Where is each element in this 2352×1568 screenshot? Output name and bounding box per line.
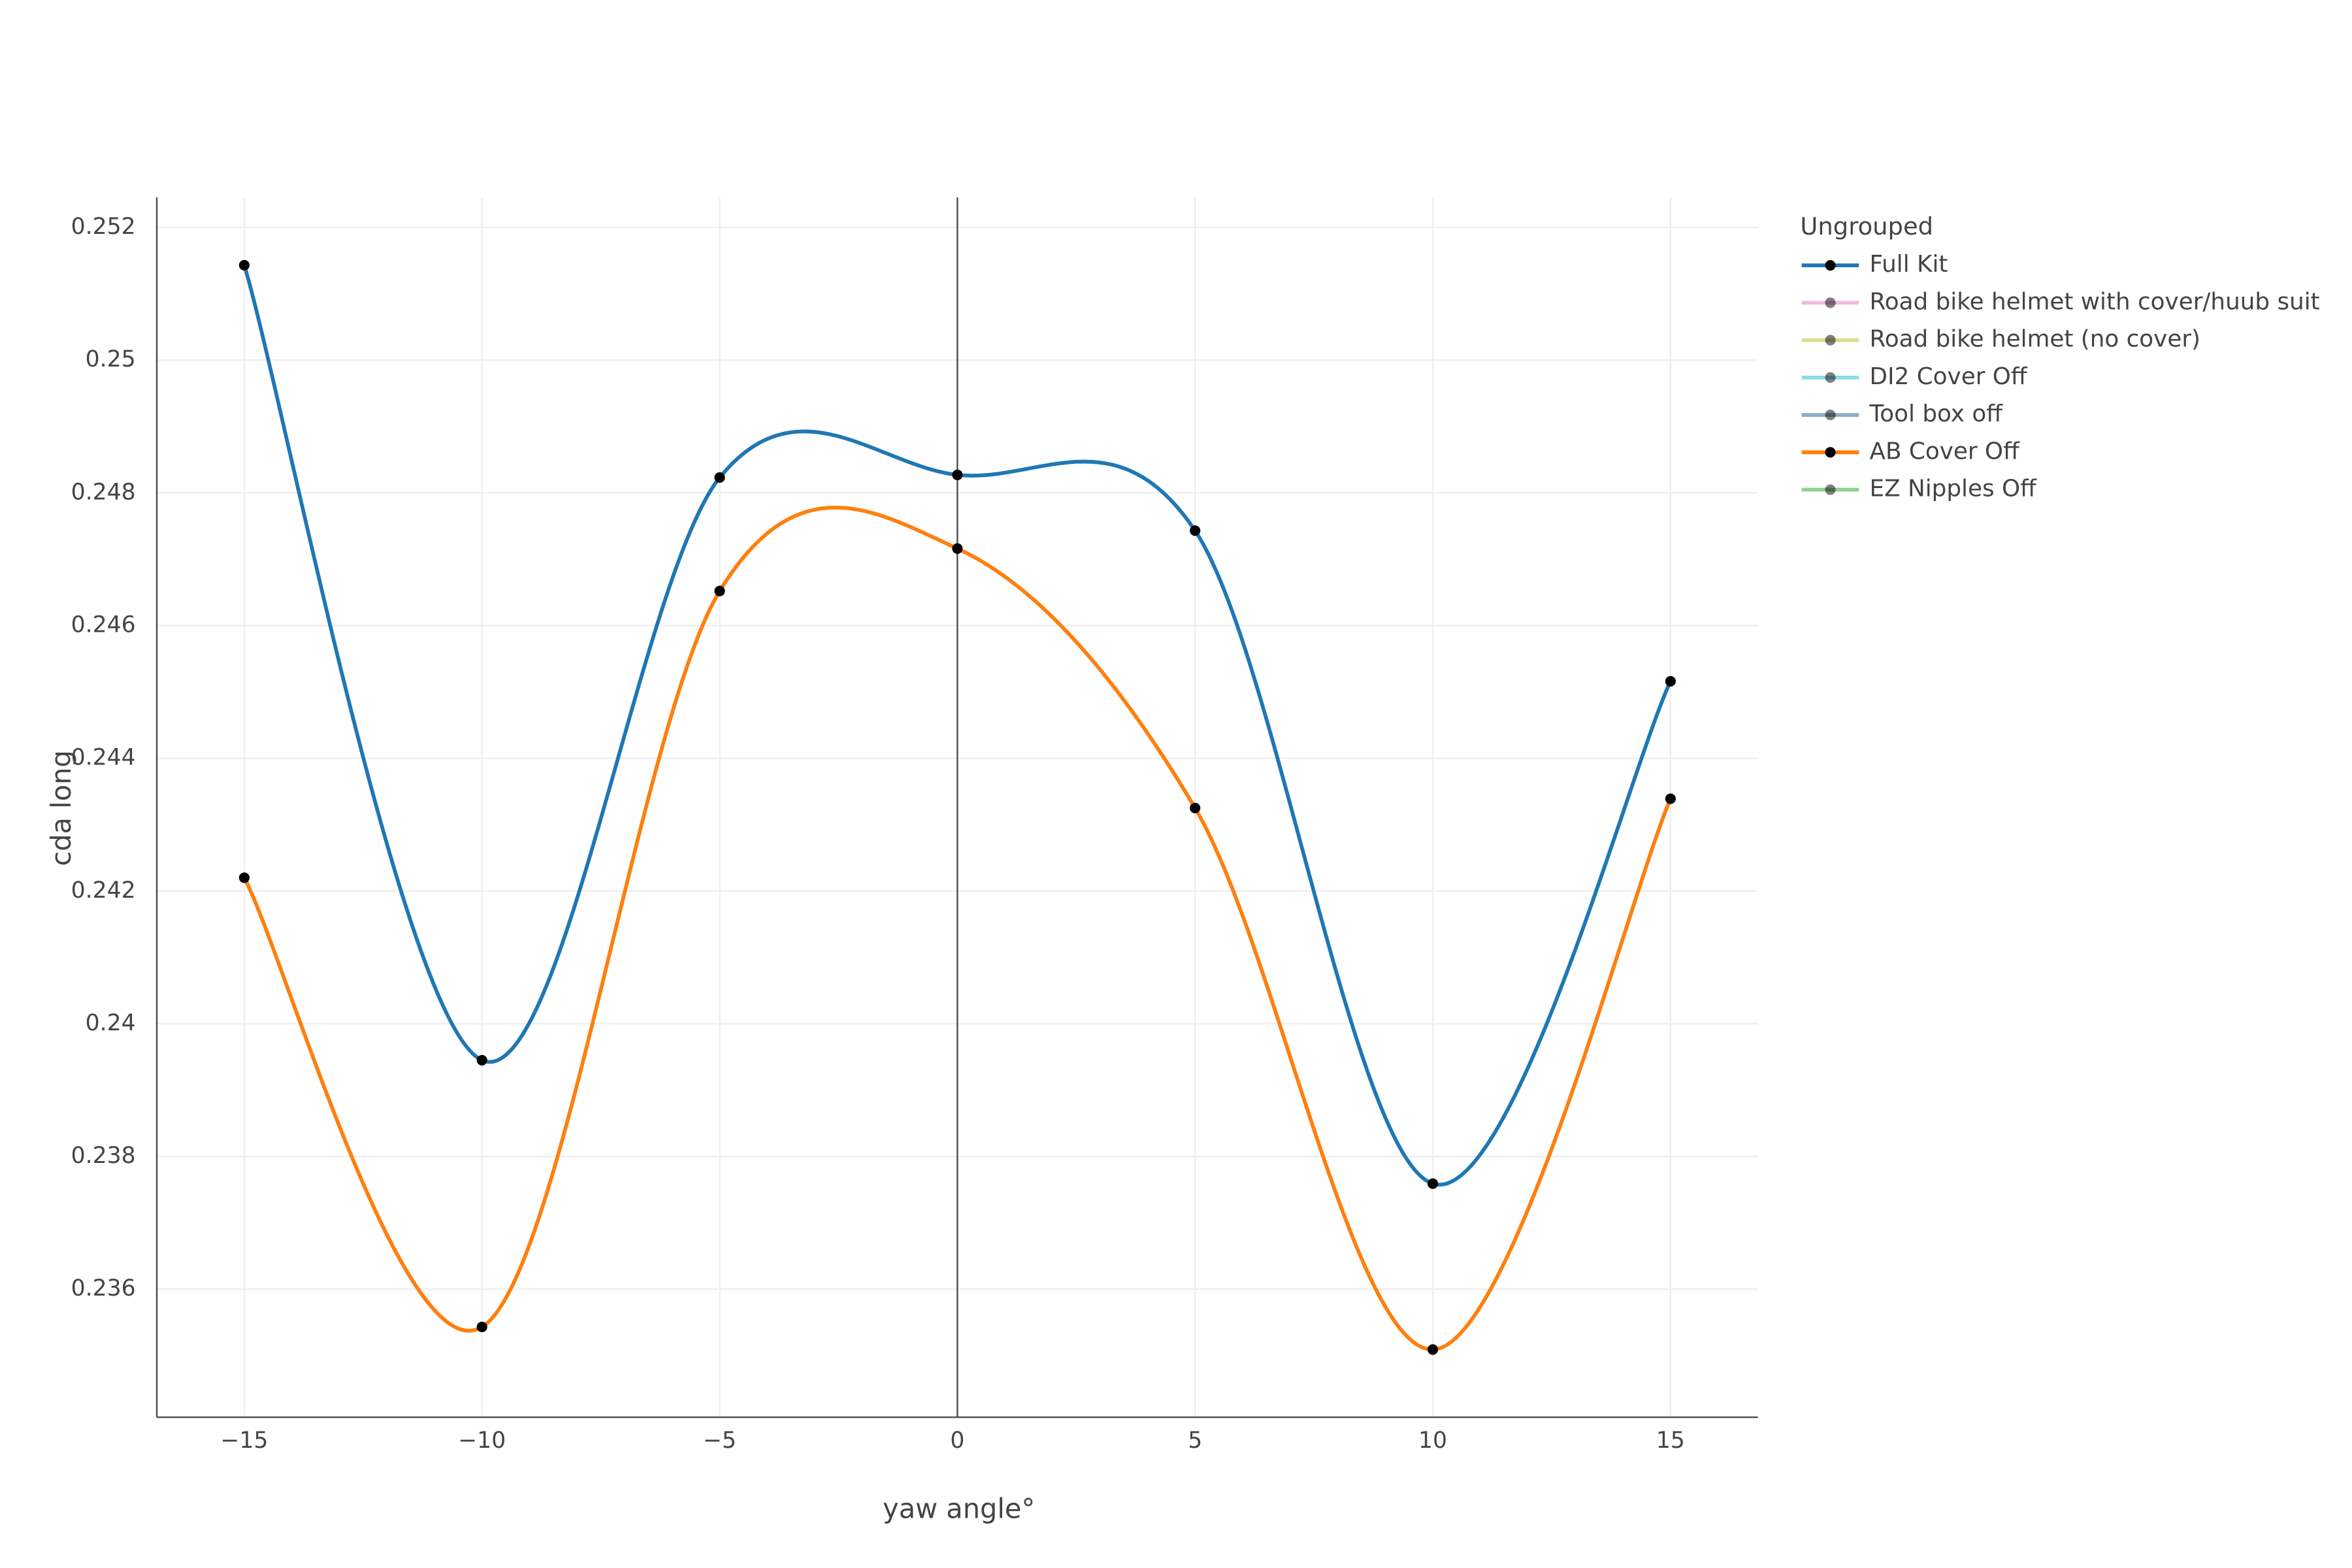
legend-marker	[1825, 410, 1836, 421]
y-tick-label: 0.236	[71, 1275, 136, 1301]
y-tick-label: 0.244	[71, 745, 136, 771]
x-axis-title: yaw angle°	[883, 1492, 1035, 1524]
data-point	[1665, 676, 1676, 687]
x-tick-label: 5	[1188, 1428, 1202, 1454]
data-point	[1665, 793, 1676, 804]
data-point	[476, 1322, 487, 1333]
y-tick-label: 0.248	[71, 479, 136, 505]
legend-marker	[1825, 335, 1836, 346]
legend-marker	[1825, 447, 1836, 458]
data-point	[238, 872, 250, 883]
data-point	[1190, 525, 1201, 536]
legend-label[interactable]: Road bike helmet with cover/huub suit	[1870, 288, 2320, 315]
data-point	[476, 1054, 487, 1066]
data-point	[238, 259, 250, 270]
legend-label[interactable]: DI2 Cover Off	[1870, 363, 2028, 390]
y-axis-title: cda long	[45, 750, 77, 866]
data-point	[1427, 1178, 1439, 1189]
legend-marker	[1825, 484, 1836, 495]
data-point	[952, 469, 963, 480]
y-tick-label: 0.242	[71, 877, 136, 904]
data-point	[952, 543, 963, 554]
x-tick-label: 0	[950, 1428, 964, 1454]
data-point	[714, 472, 725, 483]
x-tick-label: −15	[220, 1428, 268, 1454]
x-tick-label: −5	[703, 1428, 736, 1454]
data-point	[714, 585, 725, 596]
legend-marker	[1825, 297, 1836, 308]
legend-title: Ungrouped	[1800, 212, 1933, 240]
y-tick-label: 0.246	[71, 612, 136, 638]
y-tick-label: 0.238	[71, 1143, 136, 1169]
y-tick-label: 0.252	[71, 214, 136, 240]
data-point	[1190, 802, 1201, 813]
x-tick-label: 10	[1418, 1428, 1447, 1454]
legend-marker	[1825, 372, 1836, 383]
legend-label[interactable]: EZ Nipples Off	[1870, 476, 2038, 502]
x-tick-label: 15	[1656, 1428, 1685, 1454]
legend-label[interactable]: Road bike helmet (no cover)	[1870, 326, 2200, 353]
y-tick-label: 0.24	[86, 1010, 136, 1036]
legend-marker	[1825, 260, 1836, 271]
x-tick-label: −10	[458, 1428, 506, 1454]
data-point	[1427, 1344, 1439, 1355]
legend-label[interactable]: AB Cover Off	[1870, 438, 2021, 465]
legend-label[interactable]: Full Kit	[1870, 251, 1948, 278]
y-tick-label: 0.25	[86, 346, 136, 372]
legend-label[interactable]: Tool box off	[1869, 400, 2004, 427]
